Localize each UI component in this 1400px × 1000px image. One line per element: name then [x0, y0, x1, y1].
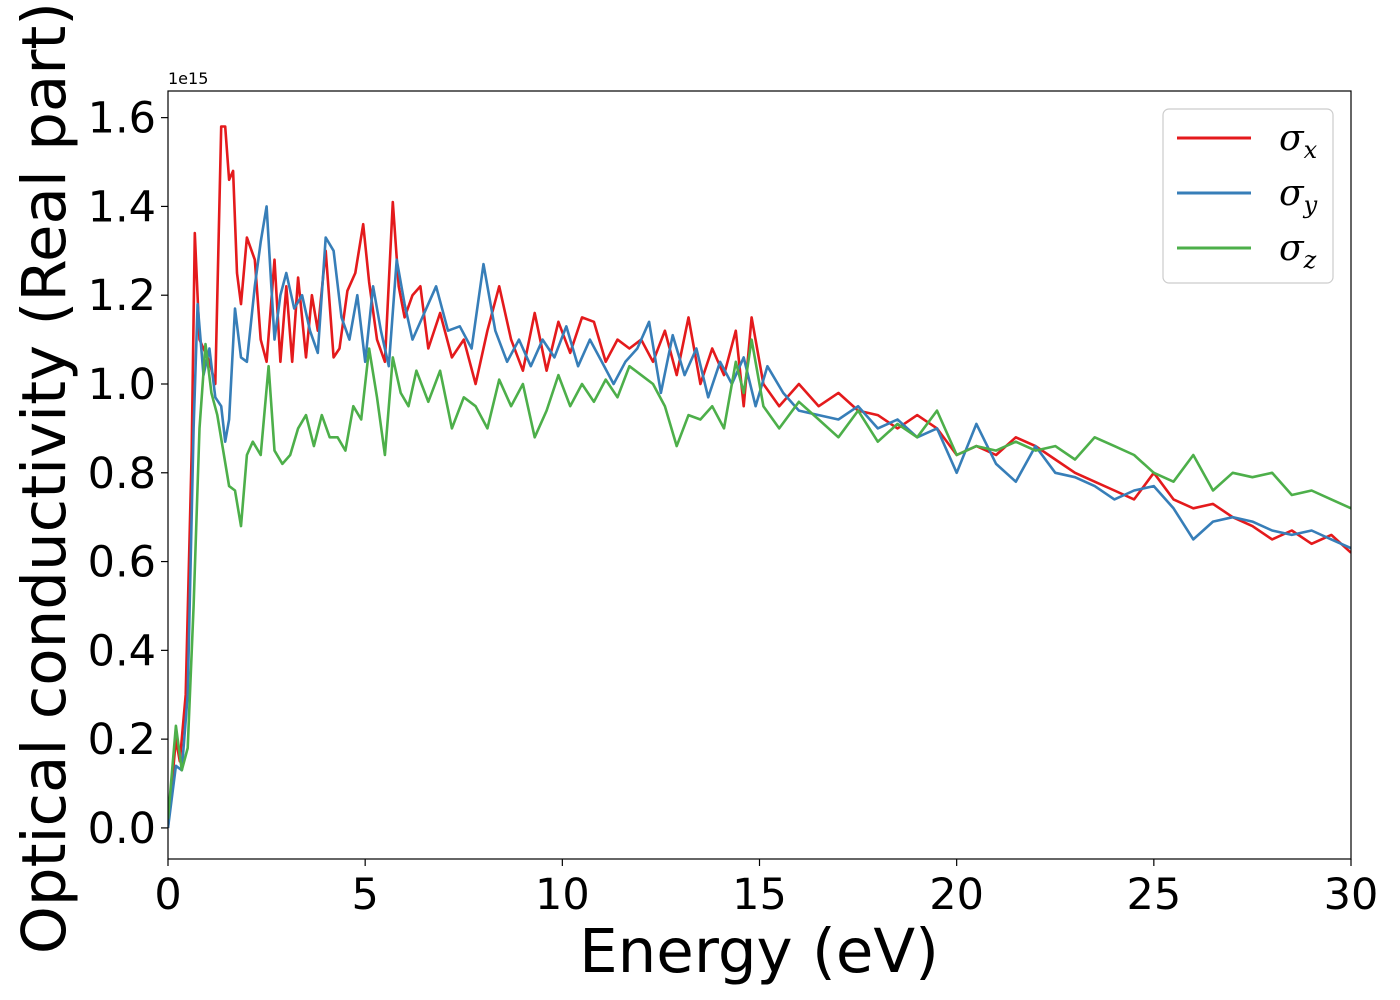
y-tick-label: 0.4	[88, 626, 156, 676]
x-tick-label: 30	[1324, 870, 1379, 920]
x-axis-title: Energy (eV)	[579, 916, 939, 987]
y-tick-label: 1.2	[88, 271, 156, 321]
y-tick-label: 0.8	[88, 449, 156, 499]
x-tick-label: 25	[1126, 870, 1181, 920]
y-tick-label: 1.4	[88, 182, 156, 232]
series-line-y	[168, 205, 1351, 829]
y-tick-label: 1.0	[88, 360, 156, 410]
y-tick-label: 1.6	[88, 94, 156, 144]
legend: σx σy σz	[1162, 108, 1334, 284]
y-tick-label: 0.6	[88, 538, 156, 588]
series-line-x	[168, 125, 1351, 829]
legend-label-y: σy	[1279, 173, 1318, 219]
series-line-z	[168, 338, 1351, 820]
y-axis-title: Optical conductivity (Real part)	[9, 2, 80, 954]
x-tick-label: 5	[351, 870, 378, 920]
x-tick-label: 20	[929, 870, 984, 920]
legend-label-x: σx	[1279, 118, 1318, 164]
y-offset-label: 1e15	[168, 69, 208, 88]
plot-area	[168, 125, 1351, 829]
x-tick-label: 0	[154, 870, 181, 920]
y-tick-label: 0.0	[88, 804, 156, 854]
x-tick-label: 15	[732, 870, 787, 920]
legend-box	[1162, 108, 1334, 284]
legend-label-z: σz	[1279, 228, 1317, 274]
axes: 0 5 10 15 20 25 30 0.0 0.2 0.4 0.6 0.8 1.0 1.2 1.4 1.6	[88, 90, 1379, 920]
y-tick-label: 0.2	[88, 715, 156, 765]
x-tick-label: 10	[535, 870, 590, 920]
